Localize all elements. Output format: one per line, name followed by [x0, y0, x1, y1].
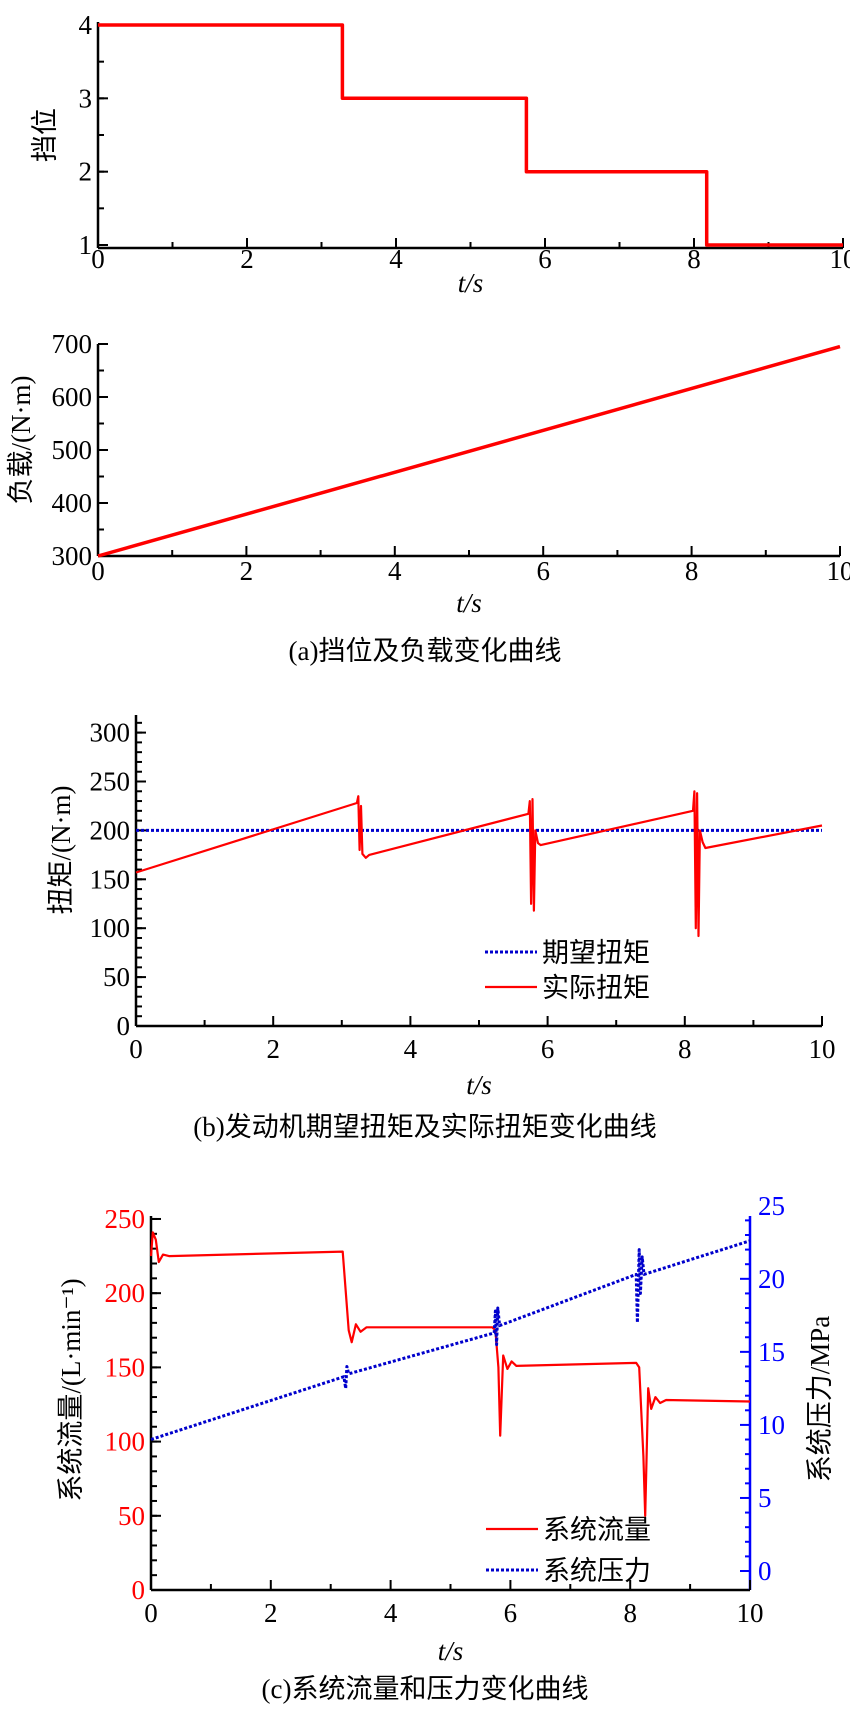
- y-tick-label: 50: [103, 962, 130, 992]
- y-tick-label: 2: [79, 157, 93, 187]
- x-tick-label: 0: [91, 556, 105, 586]
- x-tick-label: 6: [504, 1598, 518, 1628]
- series-line-main: [97, 344, 841, 558]
- x-tick-label: 6: [541, 1034, 555, 1064]
- y-tick-label: 200: [90, 815, 131, 845]
- x-axis-label: t/s: [438, 1636, 464, 1666]
- x-tick-label: 10: [737, 1598, 764, 1628]
- y-tick-label: 600: [52, 382, 93, 412]
- y-tick-label: 3: [79, 83, 93, 113]
- y-tick-label: 4: [79, 10, 93, 40]
- y-tick-label: 300: [90, 718, 131, 748]
- x-tick-label: 2: [240, 556, 254, 586]
- y-tick-label: 1: [79, 230, 93, 260]
- y-tick-label: 200: [105, 1278, 146, 1308]
- x-tick-label: 0: [91, 244, 105, 274]
- x-axis-label: t/s: [456, 588, 482, 618]
- chart-torque: 0 2 4 6 8 10050100150200250300t/s扭矩/(N·m)(b)发…: [46, 715, 836, 1142]
- series-line-0: [149, 1231, 751, 1517]
- x-tick-label: 0: [129, 1034, 143, 1064]
- y-right-tick-label: 20: [758, 1264, 785, 1294]
- y-tick-label: 0: [132, 1575, 146, 1605]
- y-right-tick-label: 10: [758, 1410, 785, 1440]
- legend-label: 系统压力: [543, 1556, 651, 1586]
- x-tick-label: 4: [404, 1034, 418, 1064]
- y-tick-label: 400: [52, 488, 93, 518]
- y-right-tick-label: 0: [758, 1556, 772, 1586]
- caption: (a)挡位及负载变化曲线: [289, 636, 562, 666]
- y-tick-label: 0: [117, 1011, 131, 1041]
- x-axis-label: t/s: [458, 268, 484, 298]
- x-tick-label: 6: [536, 556, 550, 586]
- x-tick-label: 6: [538, 244, 552, 274]
- series-line-1: [135, 790, 823, 938]
- caption: (c)系统流量和压力变化曲线: [262, 1674, 589, 1704]
- series-line-1: [150, 1239, 751, 1441]
- chart-flow-pressure: 0 2 4 6 8 100501001502002500510152025t/s系统流量/…: [56, 1191, 835, 1704]
- x-axis-label: t/s: [466, 1070, 492, 1100]
- chart-load: 0 2 4 6 8 10 300 400 500 600 700 t/s 负载/(N·m) (a)挡位及负…: [6, 329, 850, 666]
- x-tick-label: 2: [264, 1598, 278, 1628]
- y-right-tick-label: 25: [758, 1191, 785, 1221]
- y-axis-label: 扭矩/(N·m): [46, 786, 76, 915]
- y-axis-label: 系统流量/(L·min⁻¹): [56, 1278, 86, 1501]
- y-tick-label: 100: [90, 913, 131, 943]
- y-tick-label: 50: [118, 1501, 145, 1531]
- y-tick-label: 300: [52, 541, 93, 571]
- x-tick-label: 2: [266, 1034, 280, 1064]
- y-tick-label: 250: [105, 1204, 146, 1234]
- series-line-main: [98, 23, 843, 247]
- y-tick-label: 150: [90, 864, 131, 894]
- y-axis-label-right: 系统压力/MPa: [805, 1316, 835, 1483]
- y-tick-label: 500: [52, 435, 93, 465]
- x-tick-label: 0: [144, 1598, 158, 1628]
- x-tick-label: 2: [240, 244, 254, 274]
- y-tick-label: 100: [105, 1427, 146, 1457]
- x-tick-label: 4: [388, 556, 402, 586]
- x-tick-label: 4: [389, 244, 403, 274]
- x-tick-label: 8: [685, 556, 699, 586]
- y-axis-label: 负载/(N·m): [6, 376, 36, 505]
- y-tick-label: 150: [105, 1352, 146, 1382]
- x-tick-label: 8: [678, 1034, 692, 1064]
- x-tick-label: 10: [830, 244, 850, 274]
- x-tick-label: 10: [809, 1034, 836, 1064]
- legend-label: 系统流量: [543, 1515, 651, 1545]
- y-tick-label: 250: [90, 767, 131, 797]
- y-right-tick-label: 15: [758, 1337, 785, 1367]
- x-tick-label: 8: [687, 244, 701, 274]
- caption: (b)发动机期望扭矩及实际扭矩变化曲线: [193, 1112, 656, 1142]
- y-tick-label: 700: [52, 329, 93, 359]
- x-tick-label: 10: [827, 556, 850, 586]
- y-right-tick-label: 5: [758, 1483, 772, 1513]
- y-axis-label: 挡位: [30, 108, 60, 162]
- x-tick-label: 4: [384, 1598, 398, 1628]
- legend-label: 期望扭矩: [542, 938, 650, 968]
- legend-label: 实际扭矩: [542, 973, 650, 1003]
- x-tick-label: 8: [623, 1598, 637, 1628]
